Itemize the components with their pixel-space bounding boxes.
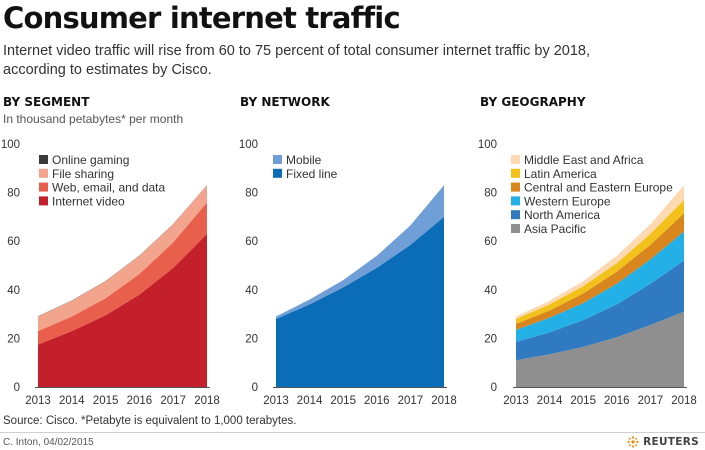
panel-1-area-internet-video — [38, 233, 207, 387]
panel-1-x-tick-label: 2016 — [127, 395, 153, 407]
panel-2-x-tick-label: 2018 — [431, 395, 457, 407]
reuters-logo: REUTERS — [626, 435, 699, 449]
panel-3-legend-swatch — [511, 224, 520, 233]
panel-3-x-tick-label: 2017 — [638, 395, 664, 407]
panel-3-legend-label: Asia Pacific — [524, 222, 586, 236]
panel-1-y-tick-label: 20 — [7, 333, 20, 345]
panel-3-y-tick-label: 100 — [478, 139, 497, 151]
panel-2-y-tick-label: 100 — [239, 139, 258, 151]
panel-3-y-tick-label: 0 — [491, 382, 497, 394]
panel-2-legend-swatch — [273, 168, 282, 178]
panel-1-legend-label: Online gaming — [52, 153, 129, 167]
panel-1-legend-label: Internet video — [52, 194, 125, 208]
panel-1-legend-label: Web, email, and data — [52, 181, 166, 195]
panel-2-y-tick-label: 40 — [245, 285, 258, 297]
panel-2-x-tick-label: 2014 — [297, 395, 323, 407]
panel-3-y-tick-label: 20 — [484, 333, 497, 345]
panel-3-area-asia-pacific — [516, 311, 684, 387]
panel-3-title: BY GEOGRAPHY — [480, 95, 586, 109]
panel-3-legend-swatch — [511, 182, 520, 192]
panel-1-legend-swatch — [39, 182, 48, 192]
panel-1-y-tick-label: 80 — [7, 188, 20, 200]
panel-2-x-tick-label: 2013 — [263, 395, 289, 407]
panel-1-x-tick-label: 2018 — [194, 395, 220, 407]
page-subtitle: Internet video traffic will rise from 60… — [3, 43, 591, 78]
panel-1-area-file-sharing — [38, 185, 207, 332]
page-title: Consumer internet traffic — [3, 1, 401, 35]
panel-3-area-central-and-eastern-europe — [516, 213, 684, 330]
panel-2-y-tick-label: 60 — [245, 236, 258, 248]
panel-3-area-western-europe — [516, 231, 684, 343]
panel-3-legend-label: Middle East and Africa — [524, 153, 644, 167]
panel-1-x-tick-label: 2015 — [93, 395, 119, 407]
panel-2-y-tick-label: 20 — [245, 333, 258, 345]
source-note: Source: Cisco. *Petabyte is equivalent t… — [3, 415, 297, 427]
panel-2-x-tick-label: 2015 — [330, 395, 356, 407]
panel-3-legend-label: Central and Eastern Europe — [524, 181, 673, 195]
panel-1-y-tick-label: 40 — [7, 285, 20, 297]
panel-3-x-tick-label: 2016 — [604, 395, 630, 407]
panel-1-x-tick-label: 2017 — [160, 395, 186, 407]
panel-3-legend-label: North America — [524, 208, 600, 222]
reuters-logo-text: REUTERS — [643, 436, 699, 448]
panel-1-x-tick-label: 2014 — [59, 395, 85, 407]
panel-3-legend-swatch — [511, 196, 520, 206]
panel-1-x-tick-label: 2013 — [25, 395, 51, 407]
panel-3-legend-swatch — [511, 168, 520, 178]
panel-3-x-tick-label: 2015 — [570, 395, 596, 407]
panel-3-legend-label: Western Europe — [524, 194, 611, 208]
panel-1-legend-swatch — [39, 196, 48, 206]
panel-3-legend-swatch — [511, 210, 520, 220]
panel-1-legend-swatch — [39, 168, 48, 178]
panel-1-y-tick-label: 0 — [14, 382, 20, 394]
panel-2-area-fixed-line — [276, 216, 444, 387]
panel-1-unit-note: In thousand petabytes* per month — [3, 112, 183, 126]
panel-1-legend-label: File sharing — [52, 167, 114, 181]
panel-3-x-tick-label: 2014 — [537, 395, 563, 407]
panel-1-legend-swatch — [39, 155, 48, 164]
panel-3-y-tick-label: 60 — [484, 236, 497, 248]
panel-2-y-tick-label: 0 — [252, 382, 258, 394]
panel-3-legend-label: Latin America — [524, 167, 597, 181]
panel-3-x-tick-label: 2018 — [671, 395, 697, 407]
reuters-dots-icon — [627, 436, 639, 448]
panel-2-legend-label: Mobile — [286, 153, 322, 167]
panel-2-legend-label: Fixed line — [286, 167, 338, 181]
panel-2-title: BY NETWORK — [240, 95, 330, 109]
panel-1-title: BY SEGMENT — [3, 95, 90, 109]
panel-3-area-north-america — [516, 260, 684, 361]
panel-1-y-tick-label: 60 — [7, 236, 20, 248]
panel-2-x-tick-label: 2017 — [398, 395, 424, 407]
panel-3-y-tick-label: 40 — [484, 285, 497, 297]
panel-3-y-tick-label: 80 — [484, 188, 497, 200]
panel-2-legend-swatch — [273, 155, 282, 164]
panel-3-legend-swatch — [511, 155, 520, 164]
panel-2-x-tick-label: 2016 — [364, 395, 390, 407]
panel-3-x-tick-label: 2013 — [503, 395, 529, 407]
credit-line: C. Inton, 04/02/2015 — [3, 437, 94, 448]
footer-divider — [0, 432, 705, 433]
panel-1-area-web-email-and-data — [38, 202, 207, 345]
panel-1-y-tick-label: 100 — [1, 139, 20, 151]
panel-2-y-tick-label: 80 — [245, 188, 258, 200]
